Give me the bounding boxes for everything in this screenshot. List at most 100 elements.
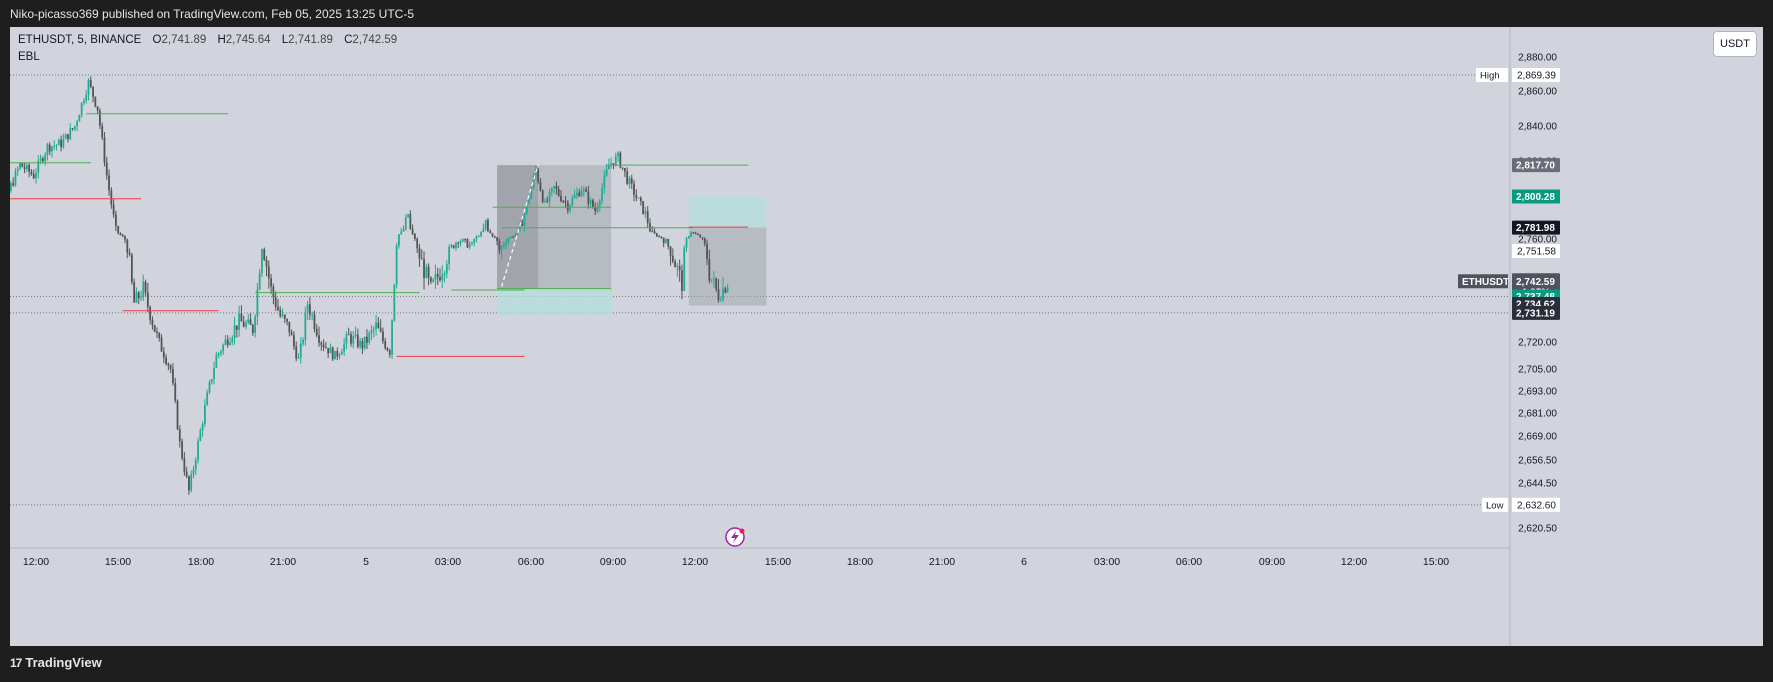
candle-body	[521, 223, 524, 226]
candle-body	[304, 312, 307, 340]
candle-body	[78, 115, 81, 122]
indicator-label[interactable]: EBL	[18, 51, 40, 63]
candle-body	[185, 471, 188, 477]
candle-body	[669, 246, 672, 256]
price-tick-label: 2,669.00	[1518, 432, 1557, 443]
candle-body	[112, 204, 115, 215]
candle-body	[345, 334, 348, 344]
price-tick-label: 2,860.00	[1518, 87, 1557, 98]
candle-body	[683, 247, 686, 291]
candle-body	[464, 238, 467, 240]
candle-body	[324, 347, 327, 349]
candle-body	[671, 255, 674, 262]
time-tick-label: 09:00	[1259, 556, 1285, 568]
candle-body	[653, 231, 656, 234]
candle-body	[523, 213, 526, 226]
candle-body	[245, 323, 247, 327]
candle-body	[297, 357, 300, 359]
price-tick-label: 2,840.00	[1518, 122, 1557, 133]
legend-high-label: H	[217, 34, 226, 46]
candle-body	[473, 238, 476, 243]
candle-body	[290, 332, 293, 336]
candle-body	[717, 289, 720, 301]
price-tick-label: 2,693.00	[1518, 387, 1557, 398]
candle-body	[676, 266, 679, 268]
legend-symbol[interactable]: ETHUSDT, 5, BINANCE	[18, 34, 142, 46]
top-bar: Niko-picasso369 published on TradingView…	[0, 0, 1773, 27]
time-tick-label: 18:00	[188, 556, 214, 568]
candle-body	[363, 336, 366, 349]
candle-body	[83, 100, 85, 103]
candle-body	[708, 259, 711, 281]
candle-body	[190, 474, 193, 491]
price-tag-1: 2,817.70	[1516, 161, 1555, 172]
candle-body	[617, 152, 619, 157]
price-tick-label: 2,644.50	[1518, 479, 1557, 490]
candle-body	[352, 336, 355, 344]
candle-body	[137, 292, 140, 299]
chart-svg[interactable]: 2,880.002,860.002,840.002,820.002,800.00…	[10, 27, 1763, 646]
candle-body	[247, 319, 250, 324]
tradingview-logo[interactable]: 17 TradingView	[10, 655, 102, 670]
candle-body	[685, 238, 688, 248]
candle-body	[366, 336, 368, 343]
candle-body	[30, 171, 33, 175]
chart-frame[interactable]: 2,880.002,860.002,840.002,820.002,800.00…	[10, 27, 1763, 646]
candle-body	[231, 338, 234, 343]
candle-body	[400, 231, 403, 235]
candle-body	[44, 154, 47, 162]
candle-body	[398, 234, 400, 246]
candle-body	[635, 195, 638, 198]
candle-body	[445, 264, 448, 274]
candle-body	[566, 202, 569, 211]
candle-body	[409, 214, 412, 229]
candle-body	[660, 236, 663, 239]
candle-body	[265, 259, 268, 267]
candle-body	[35, 173, 37, 179]
side-label-bg-0	[1476, 68, 1508, 83]
candle-body	[550, 188, 553, 192]
candle-body	[249, 319, 252, 325]
candle-body	[162, 351, 165, 358]
candle-body	[73, 126, 76, 129]
candle-body	[263, 249, 266, 260]
candle-body	[217, 353, 220, 356]
candle-body	[585, 189, 587, 192]
candle-body	[89, 80, 92, 87]
candle-body	[457, 242, 460, 244]
candle-body	[117, 226, 120, 234]
candle-body	[270, 278, 272, 287]
price-tag-3: 2,781.98	[1516, 223, 1555, 234]
candle-body	[28, 165, 31, 172]
candle-body	[368, 332, 371, 343]
candle-body	[703, 238, 706, 244]
candle-body	[594, 207, 597, 212]
candle-body	[525, 202, 528, 214]
time-tick-label: 6	[1021, 556, 1027, 568]
candle-body	[12, 183, 15, 186]
candle-body	[621, 167, 624, 169]
side-label-bg-9	[1482, 497, 1508, 512]
currency-button[interactable]: USDT	[1713, 31, 1757, 57]
legend-close-value: 2,742.59	[352, 34, 398, 46]
flash-icon-bolt	[731, 531, 739, 543]
candle-body	[235, 325, 238, 330]
candle-body	[614, 156, 617, 166]
legend-low-label: L	[281, 34, 289, 46]
candle-body	[229, 342, 231, 345]
candle-body	[548, 191, 551, 202]
zone-teal-2	[497, 288, 612, 315]
candle-body	[644, 211, 647, 214]
candle-body	[503, 244, 505, 247]
candle-body	[512, 236, 514, 238]
candle-body	[322, 344, 325, 348]
zone-teal-3	[688, 196, 767, 228]
candle-body	[94, 96, 97, 107]
candle-body	[37, 160, 40, 174]
candle-body	[601, 188, 603, 201]
candle-body	[432, 279, 435, 282]
legend-open-label: O	[152, 34, 162, 46]
candle-body	[238, 313, 241, 330]
candle-body	[128, 252, 131, 255]
price-tick-label: 2,880.00	[1518, 53, 1557, 64]
